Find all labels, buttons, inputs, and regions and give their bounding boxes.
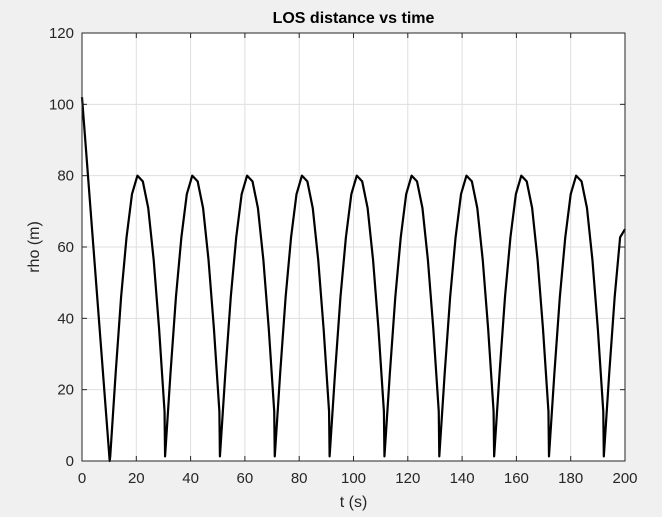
y-tick-label: 0	[66, 453, 74, 470]
chart-title: LOS distance vs time	[273, 10, 435, 27]
x-tick-label: 100	[341, 470, 366, 487]
x-tick-label: 200	[612, 470, 637, 487]
y-tick-label: 20	[57, 382, 74, 399]
y-axis-label: rho (m)	[26, 221, 43, 273]
x-tick-label: 180	[558, 470, 583, 487]
x-tick-label: 20	[128, 470, 145, 487]
x-tick-label: 120	[395, 470, 420, 487]
tick-labels: 0 20 40 60 80 100 120 140 160 180 200 0 20 40 60 80 100 1…	[49, 25, 638, 487]
axes-box	[81, 32, 626, 462]
x-tick-label: 40	[182, 470, 199, 487]
x-axis-label: t (s)	[340, 494, 368, 511]
y-tick-label: 120	[49, 25, 74, 42]
y-tick-label: 80	[57, 168, 74, 185]
x-tick-label: 140	[450, 470, 475, 487]
x-tick-label: 60	[237, 470, 254, 487]
x-tick-label: 80	[291, 470, 308, 487]
series-line	[80, 97, 626, 463]
y-tick-label: 100	[49, 96, 74, 113]
y-tick-label: 60	[57, 239, 74, 256]
y-tick-label: 40	[57, 310, 74, 327]
x-tick-label: 160	[504, 470, 529, 487]
x-tick-label: 0	[78, 470, 86, 487]
